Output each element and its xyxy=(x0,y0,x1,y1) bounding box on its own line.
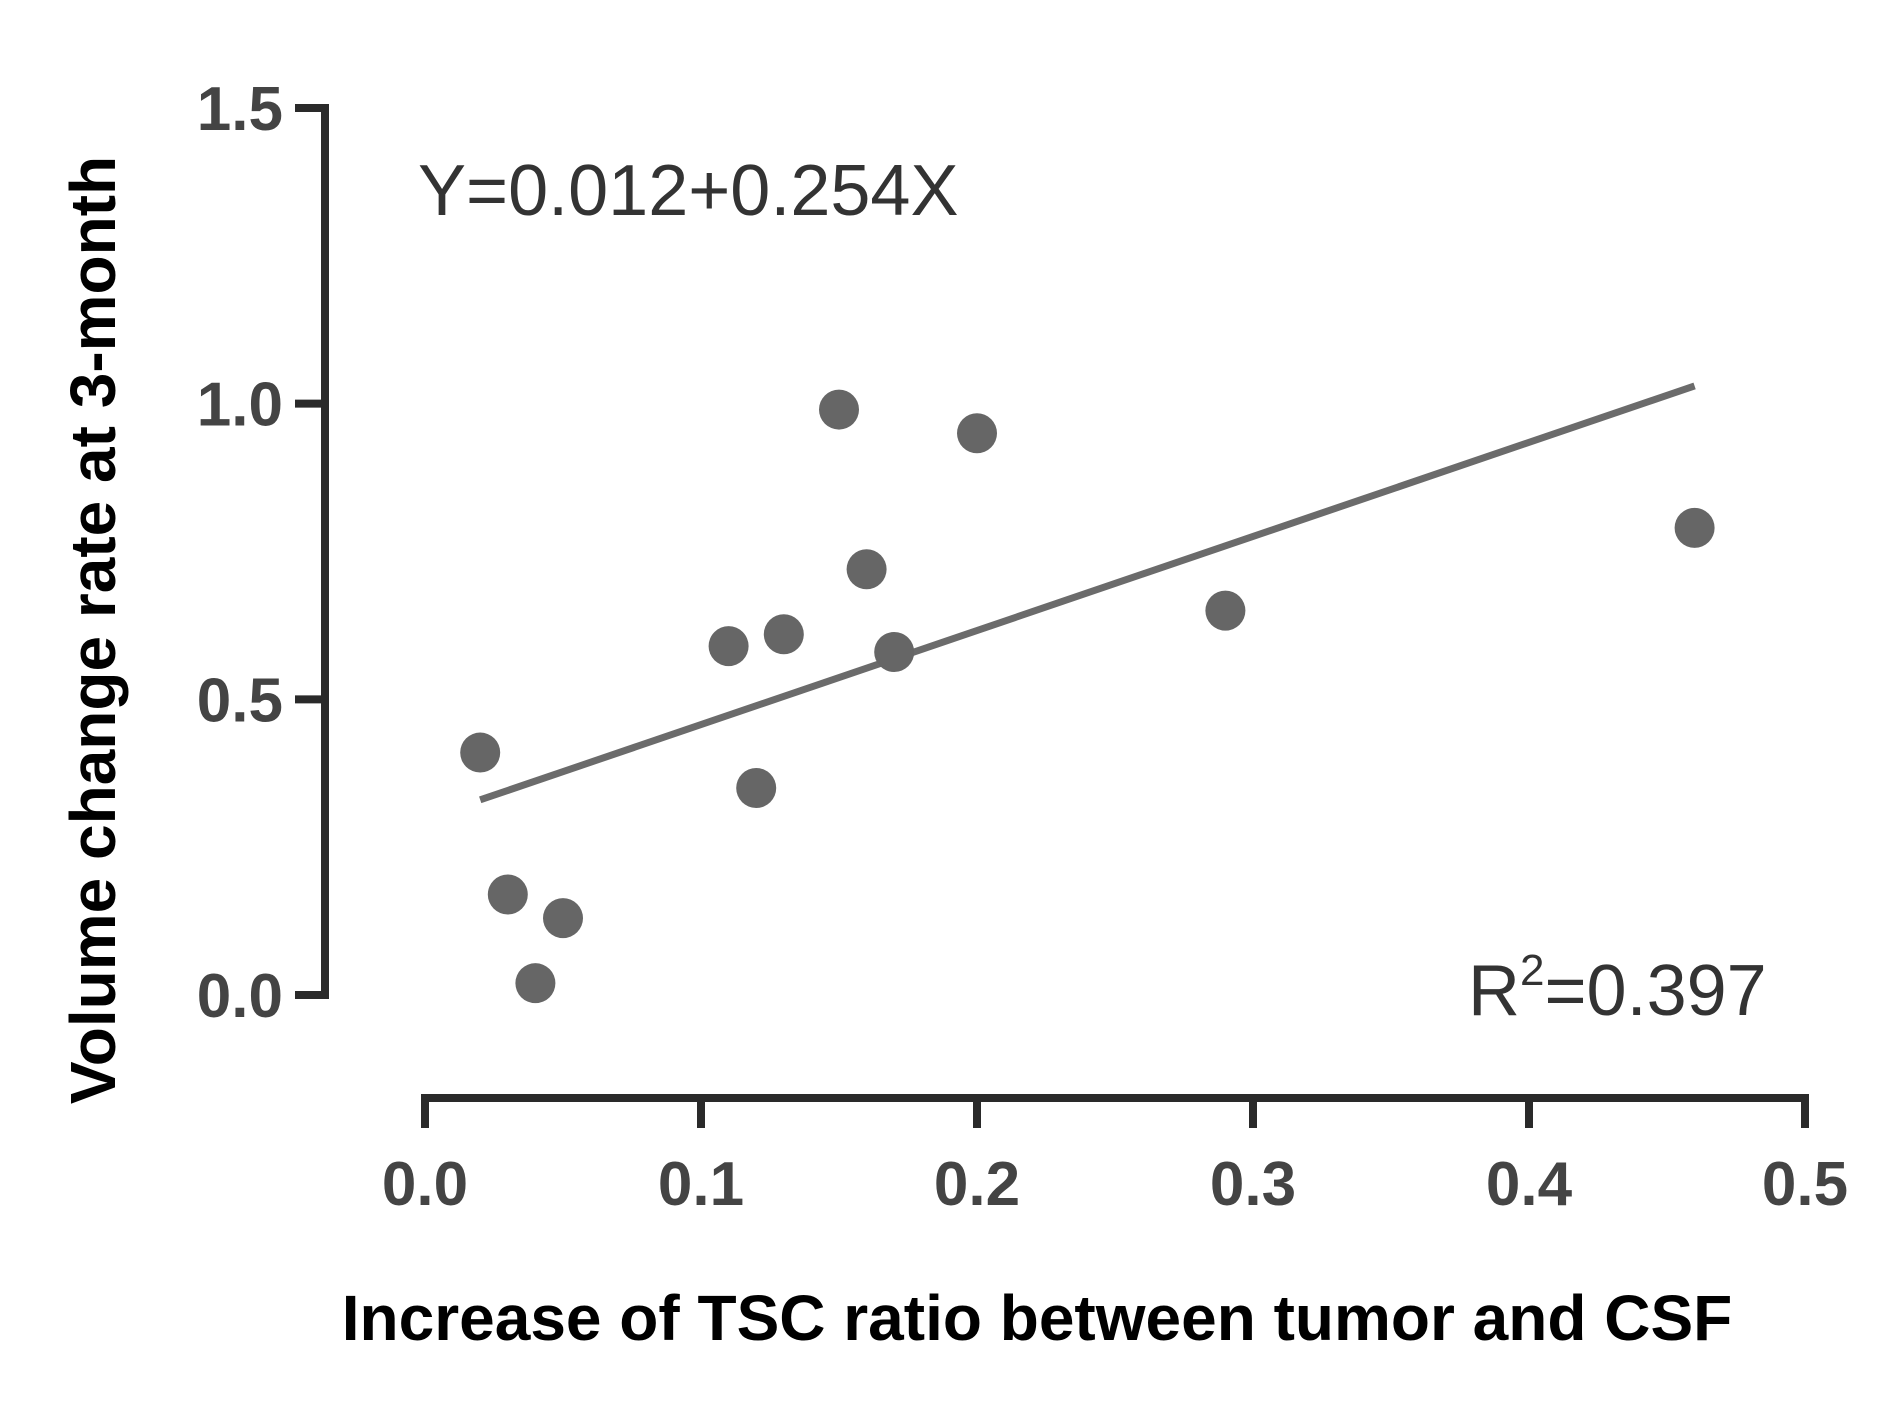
x-axis: 0.0 0.1 0.2 0.3 0.4 0.5 xyxy=(382,1094,1848,1219)
data-point xyxy=(874,632,915,673)
data-point xyxy=(515,963,556,1004)
x-axis-title: Increase of TSC ratio between tumor and … xyxy=(342,1282,1732,1354)
data-point xyxy=(819,389,859,430)
x-tick-label: 0.4 xyxy=(1486,1150,1573,1219)
x-tick-label: 0.2 xyxy=(934,1150,1020,1219)
x-tick-label: 0.5 xyxy=(1762,1150,1848,1219)
data-point xyxy=(543,898,583,939)
y-tick-label: 0.5 xyxy=(197,666,283,735)
y-tick-label: 1.5 xyxy=(197,75,283,144)
y-axis: 0.0 0.5 1.0 1.5 xyxy=(197,75,329,1031)
data-points xyxy=(460,389,1715,1004)
x-tick-label: 0.1 xyxy=(658,1150,744,1219)
r-squared-exponent: 2 xyxy=(1520,946,1544,995)
y-tick-label: 0.0 xyxy=(197,962,283,1031)
data-point xyxy=(1674,507,1715,548)
y-axis-title: Volume change rate at 3-month xyxy=(57,156,129,1104)
r-squared-value: =0.397 xyxy=(1544,951,1766,1031)
data-point xyxy=(846,549,887,590)
x-tick-label: 0.0 xyxy=(382,1150,468,1219)
r-squared-annotation: R2=0.397 xyxy=(1468,946,1767,1031)
regression-line-group xyxy=(479,382,1696,804)
r-squared-letter: R xyxy=(1468,951,1520,1031)
x-tick-label: 0.3 xyxy=(1210,1150,1296,1219)
data-point xyxy=(957,413,997,454)
data-point xyxy=(487,874,528,915)
data-point xyxy=(1205,590,1246,631)
y-tick-label: 1.0 xyxy=(197,371,283,440)
regression-line xyxy=(479,382,1696,804)
equation-annotation: Y=0.012+0.254X xyxy=(418,151,959,231)
data-point xyxy=(736,768,777,809)
data-point xyxy=(460,732,501,773)
data-point xyxy=(708,626,749,667)
data-point xyxy=(763,614,804,655)
